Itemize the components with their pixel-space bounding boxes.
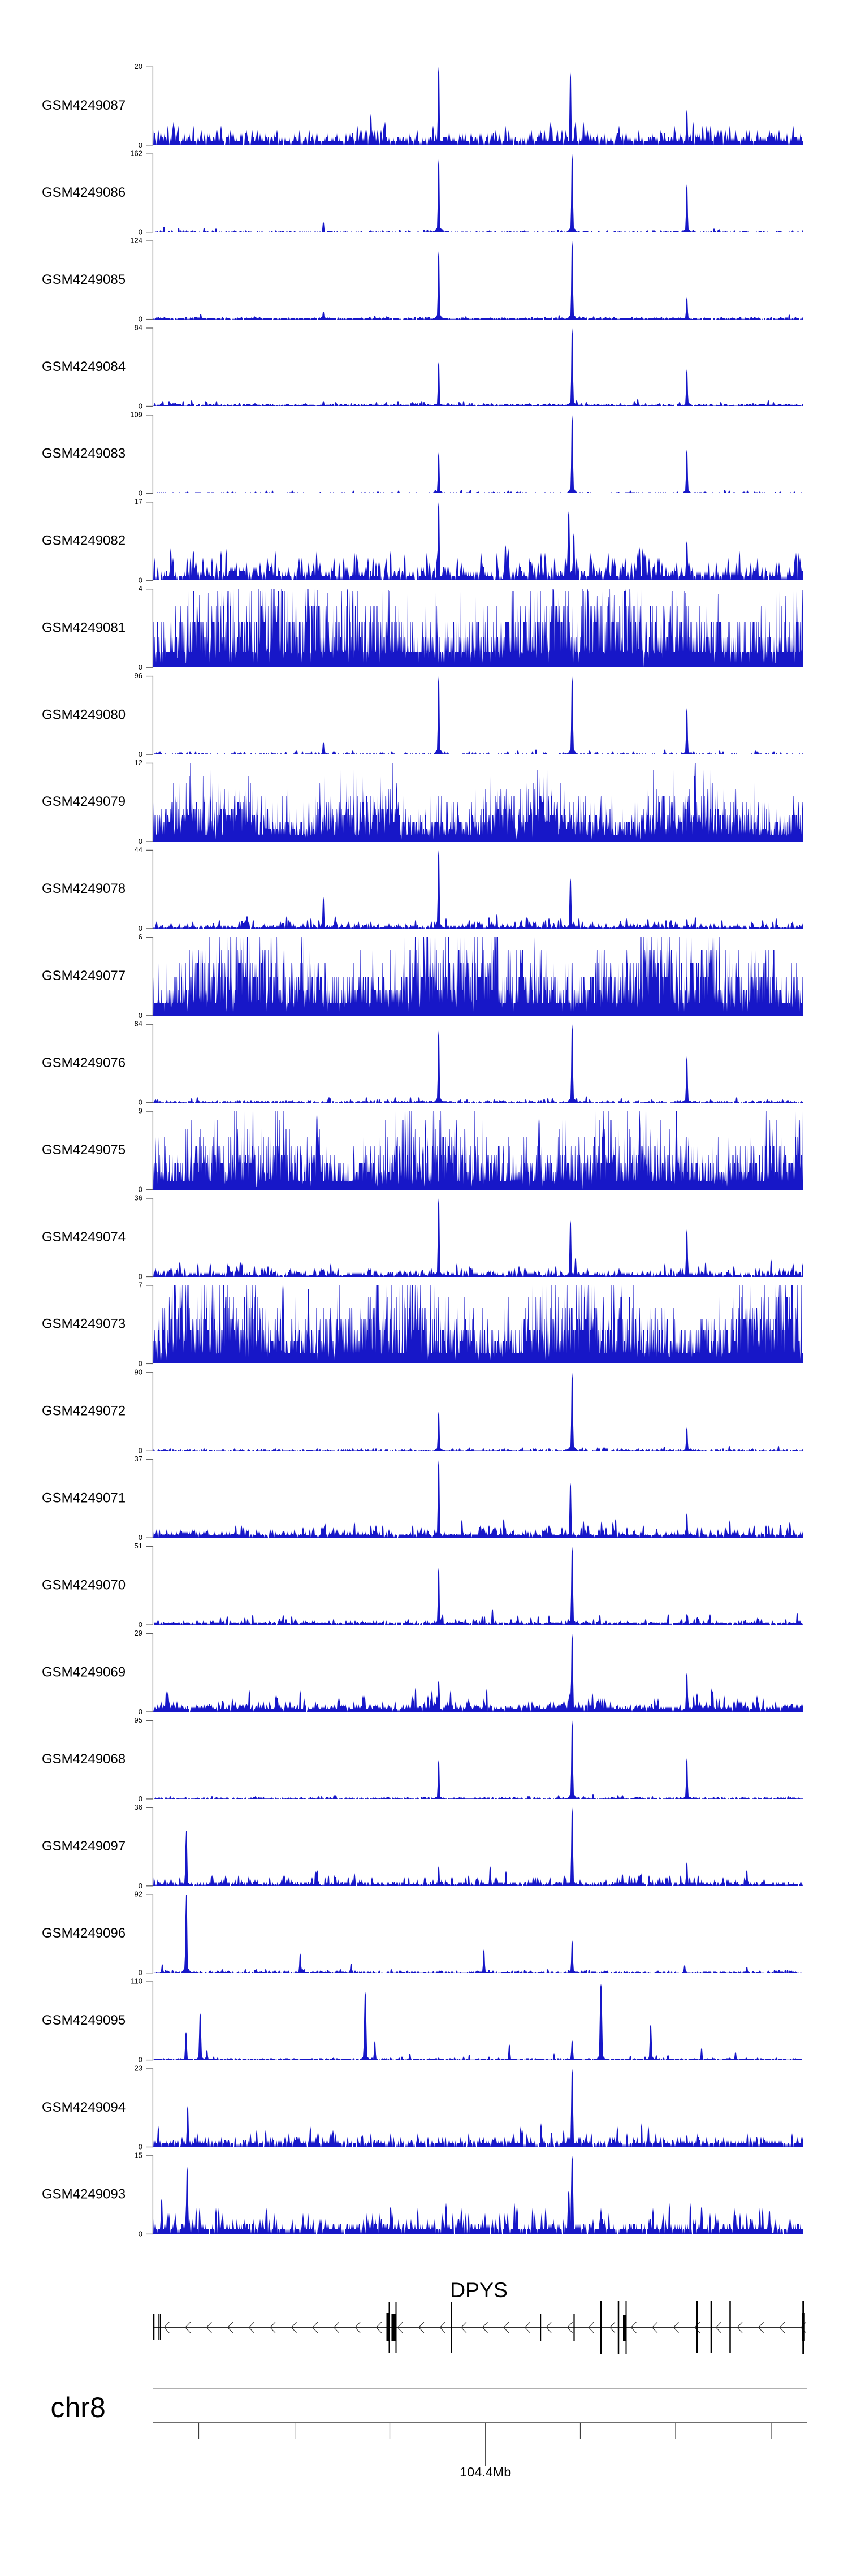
svg-text:0: 0 [139, 489, 142, 497]
svg-text:0: 0 [139, 924, 142, 933]
svg-text:44: 44 [135, 845, 142, 854]
svg-text:162: 162 [130, 149, 142, 158]
svg-text:90: 90 [135, 1367, 142, 1376]
svg-text:GSM4249071: GSM4249071 [42, 1491, 126, 1506]
svg-text:0: 0 [139, 1533, 142, 1542]
svg-text:0: 0 [139, 228, 142, 236]
svg-text:GSM4249097: GSM4249097 [42, 1839, 126, 1854]
svg-text:0: 0 [139, 1098, 142, 1107]
svg-text:0: 0 [139, 141, 142, 149]
svg-text:GSM4249070: GSM4249070 [42, 1577, 126, 1593]
svg-text:GSM4249081: GSM4249081 [42, 620, 126, 636]
svg-text:GSM4249084: GSM4249084 [42, 359, 126, 374]
svg-text:0: 0 [139, 2229, 142, 2238]
svg-text:0: 0 [139, 1011, 142, 1020]
svg-text:7: 7 [139, 1280, 142, 1289]
svg-text:GSM4249083: GSM4249083 [42, 446, 126, 461]
svg-text:23: 23 [135, 2064, 142, 2073]
svg-text:96: 96 [135, 671, 142, 680]
svg-text:GSM4249073: GSM4249073 [42, 1317, 126, 1332]
svg-text:0: 0 [139, 1185, 142, 1194]
svg-text:17: 17 [135, 497, 142, 506]
svg-text:0: 0 [139, 1882, 142, 1890]
svg-text:0: 0 [139, 2056, 142, 2064]
svg-text:0: 0 [139, 1794, 142, 1803]
svg-text:0: 0 [139, 750, 142, 758]
svg-text:GSM4249093: GSM4249093 [42, 2187, 126, 2202]
svg-text:15: 15 [135, 2151, 142, 2159]
svg-text:GSM4249087: GSM4249087 [42, 98, 126, 113]
svg-text:0: 0 [139, 2143, 142, 2151]
svg-text:0: 0 [139, 1707, 142, 1716]
svg-text:0: 0 [139, 837, 142, 845]
svg-text:GSM4249094: GSM4249094 [42, 2100, 126, 2115]
svg-text:110: 110 [131, 1977, 142, 1986]
svg-text:GSM4249085: GSM4249085 [42, 272, 126, 287]
svg-text:0: 0 [139, 1446, 142, 1455]
svg-text:0: 0 [139, 576, 142, 584]
svg-text:36: 36 [135, 1803, 142, 1811]
svg-text:GSM4249076: GSM4249076 [42, 1055, 126, 1071]
svg-text:20: 20 [135, 62, 142, 71]
svg-text:GSM4249077: GSM4249077 [42, 968, 126, 983]
svg-text:GSM4249074: GSM4249074 [42, 1229, 126, 1245]
svg-text:109: 109 [130, 410, 142, 418]
svg-text:GSM4249069: GSM4249069 [42, 1664, 126, 1680]
svg-text:GSM4249072: GSM4249072 [42, 1404, 126, 1419]
svg-text:9: 9 [139, 1107, 142, 1115]
svg-text:37: 37 [135, 1455, 142, 1463]
svg-text:29: 29 [135, 1629, 142, 1637]
svg-text:0: 0 [139, 1359, 142, 1367]
svg-text:124: 124 [130, 236, 142, 245]
svg-text:GSM4249078: GSM4249078 [42, 881, 126, 896]
svg-text:0: 0 [139, 1969, 142, 1977]
svg-text:GSM4249075: GSM4249075 [42, 1142, 126, 1158]
svg-text:84: 84 [135, 323, 142, 332]
svg-text:4: 4 [139, 584, 142, 593]
svg-text:GSM4249080: GSM4249080 [42, 707, 126, 722]
svg-text:GSM4249082: GSM4249082 [42, 533, 126, 549]
svg-text:0: 0 [139, 402, 142, 411]
svg-text:95: 95 [135, 1716, 142, 1724]
svg-text:0: 0 [139, 663, 142, 671]
svg-text:84: 84 [135, 1020, 142, 1028]
svg-text:GSM4249095: GSM4249095 [42, 2013, 126, 2028]
svg-text:6: 6 [139, 933, 142, 941]
svg-text:104.4Mb: 104.4Mb [460, 2465, 511, 2479]
svg-text:0: 0 [139, 1272, 142, 1281]
svg-text:GSM4249079: GSM4249079 [42, 794, 126, 809]
svg-text:GSM4249068: GSM4249068 [42, 1751, 126, 1767]
svg-text:0: 0 [139, 315, 142, 323]
svg-text:12: 12 [135, 758, 142, 767]
svg-text:GSM4249086: GSM4249086 [42, 185, 126, 200]
svg-text:chr8: chr8 [51, 2392, 106, 2423]
svg-text:51: 51 [135, 1542, 142, 1550]
svg-text:36: 36 [135, 1194, 142, 1202]
svg-text:DPYS: DPYS [450, 2278, 508, 2302]
svg-text:GSM4249096: GSM4249096 [42, 1926, 126, 1941]
svg-text:0: 0 [139, 1620, 142, 1629]
svg-text:92: 92 [135, 1890, 142, 1898]
